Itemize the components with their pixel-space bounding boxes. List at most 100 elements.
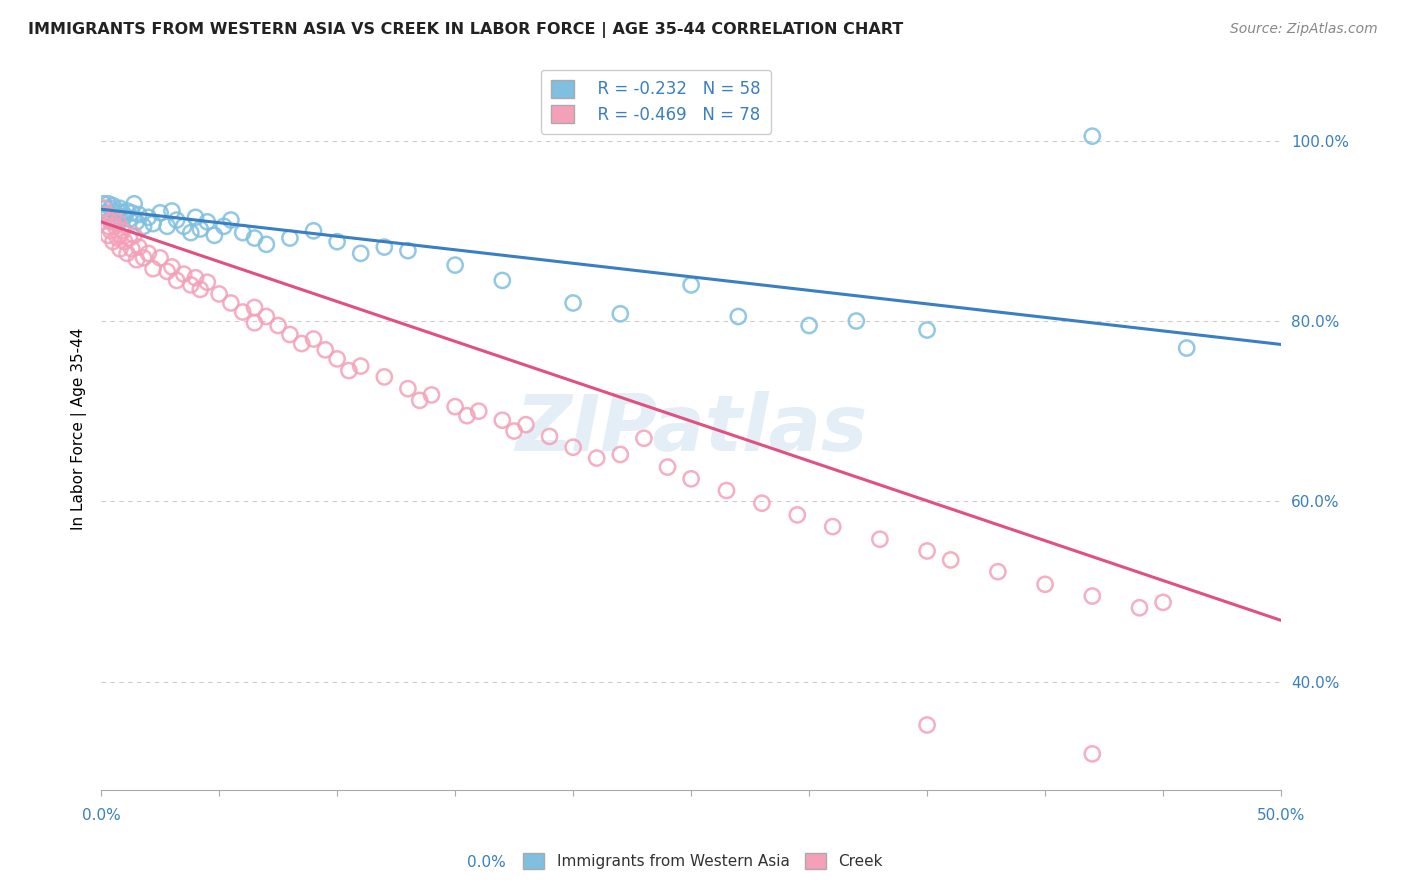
Point	[108, 228, 131, 243]
Point	[93, 196, 115, 211]
Point	[208, 287, 231, 301]
Point	[115, 246, 138, 260]
Point	[160, 260, 183, 274]
Point	[609, 447, 631, 461]
Point	[219, 296, 242, 310]
Point	[97, 228, 120, 243]
Point	[337, 363, 360, 377]
Point	[609, 307, 631, 321]
Point	[212, 219, 235, 234]
Point	[786, 508, 808, 522]
Point	[869, 533, 891, 547]
Point	[467, 404, 489, 418]
Point	[1081, 747, 1104, 761]
Point	[149, 206, 172, 220]
Point	[1081, 129, 1104, 144]
Point	[128, 240, 150, 254]
Point	[562, 296, 585, 310]
Point	[232, 305, 254, 319]
Point	[118, 212, 141, 227]
Text: Source: ZipAtlas.com: Source: ZipAtlas.com	[1230, 22, 1378, 37]
Point	[1175, 341, 1198, 355]
Point	[243, 316, 266, 330]
Text: ZIPatlas: ZIPatlas	[515, 392, 868, 467]
Point	[821, 519, 844, 533]
Point	[350, 359, 373, 373]
Text: 50.0%: 50.0%	[1257, 808, 1305, 823]
Point	[1152, 595, 1174, 609]
Point	[188, 222, 211, 236]
Point	[107, 204, 129, 219]
Point	[173, 219, 195, 234]
Point	[195, 215, 218, 229]
Text: 0.0%: 0.0%	[82, 808, 121, 823]
Point	[122, 196, 145, 211]
Point	[797, 318, 820, 333]
Point	[420, 388, 443, 402]
Point	[409, 393, 432, 408]
Point	[122, 228, 145, 243]
Point	[845, 314, 868, 328]
Point	[142, 217, 165, 231]
Point	[173, 267, 195, 281]
Point	[562, 440, 585, 454]
Text: IMMIGRANTS FROM WESTERN ASIA VS CREEK IN LABOR FORCE | AGE 35-44 CORRELATION CHA: IMMIGRANTS FROM WESTERN ASIA VS CREEK IN…	[28, 22, 904, 38]
Point	[232, 226, 254, 240]
Point	[166, 273, 188, 287]
Point	[156, 219, 179, 234]
Point	[188, 282, 211, 296]
Point	[681, 472, 703, 486]
Point	[94, 208, 117, 222]
Point	[94, 206, 117, 220]
Point	[121, 206, 143, 220]
Point	[396, 244, 419, 258]
Point	[100, 224, 122, 238]
Point	[132, 251, 155, 265]
Point	[278, 327, 301, 342]
Point	[915, 718, 938, 732]
Point	[444, 400, 467, 414]
Point	[101, 235, 124, 249]
Point	[254, 310, 277, 324]
Point	[94, 202, 117, 216]
Point	[657, 460, 679, 475]
Point	[101, 211, 124, 225]
Point	[108, 202, 131, 216]
Point	[125, 252, 148, 267]
Point	[1033, 577, 1056, 591]
Point	[180, 226, 202, 240]
Point	[314, 343, 336, 357]
Point	[104, 219, 127, 234]
Point	[633, 431, 655, 445]
Point	[1128, 600, 1150, 615]
Point	[456, 409, 478, 423]
Point	[156, 264, 179, 278]
Point	[444, 258, 467, 272]
Point	[136, 211, 159, 225]
Legend:   R = -0.232   N = 58,   R = -0.469   N = 78: R = -0.232 N = 58, R = -0.469 N = 78	[540, 70, 770, 134]
Point	[142, 261, 165, 276]
Point	[326, 235, 349, 249]
Point	[727, 310, 749, 324]
Point	[149, 251, 172, 265]
Point	[219, 213, 242, 227]
Point	[118, 231, 141, 245]
Point	[302, 224, 325, 238]
Point	[184, 211, 207, 225]
Point	[278, 231, 301, 245]
Point	[515, 417, 537, 432]
Point	[97, 208, 120, 222]
Point	[107, 217, 129, 231]
Point	[716, 483, 738, 498]
Point	[350, 246, 373, 260]
Point	[326, 351, 349, 366]
Point	[585, 451, 607, 466]
Point	[132, 219, 155, 234]
Point	[243, 301, 266, 315]
Point	[681, 277, 703, 292]
Point	[254, 237, 277, 252]
Point	[108, 242, 131, 256]
Point	[114, 210, 136, 224]
Point	[267, 318, 290, 333]
Point	[396, 382, 419, 396]
